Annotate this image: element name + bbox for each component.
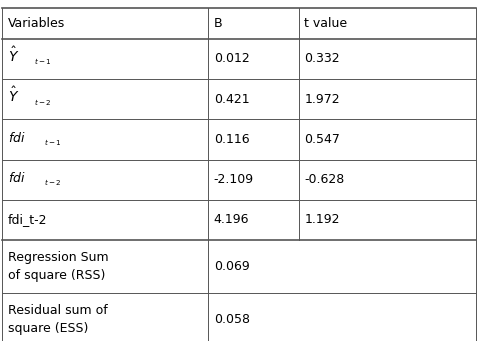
Text: $_{t-2}$: $_{t-2}$: [34, 98, 52, 108]
Text: 0.058: 0.058: [214, 313, 250, 326]
Text: Regression Sum
of square (RSS): Regression Sum of square (RSS): [8, 251, 109, 282]
Text: $fdi$: $fdi$: [8, 131, 26, 145]
Text: Residual sum of
square (ESS): Residual sum of square (ESS): [8, 304, 108, 335]
Text: 0.116: 0.116: [214, 133, 250, 146]
Text: 0.421: 0.421: [214, 93, 250, 106]
Text: $_{t-2}$: $_{t-2}$: [44, 178, 62, 188]
Text: $\hat{Y}$: $\hat{Y}$: [8, 86, 20, 105]
Text: $_{t-1}$: $_{t-1}$: [44, 138, 62, 148]
Text: $_{t-1}$: $_{t-1}$: [34, 57, 52, 68]
Text: 0.547: 0.547: [304, 133, 340, 146]
Text: 1.972: 1.972: [304, 93, 340, 106]
Text: 1.192: 1.192: [304, 213, 340, 226]
Text: -0.628: -0.628: [304, 173, 345, 186]
Text: $fdi$: $fdi$: [8, 171, 26, 185]
Text: $\hat{Y}$: $\hat{Y}$: [8, 46, 20, 65]
Text: 4.196: 4.196: [214, 213, 249, 226]
Text: 0.012: 0.012: [214, 53, 250, 65]
Text: B: B: [214, 17, 222, 30]
Text: Variables: Variables: [8, 17, 65, 30]
Text: -2.109: -2.109: [214, 173, 254, 186]
Text: fdi_t-2: fdi_t-2: [8, 213, 48, 226]
Text: 0.332: 0.332: [304, 53, 340, 65]
Text: 0.069: 0.069: [214, 260, 250, 273]
Text: t value: t value: [304, 17, 348, 30]
